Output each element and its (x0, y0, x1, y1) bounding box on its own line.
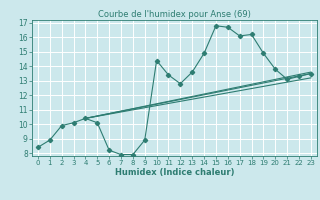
X-axis label: Humidex (Indice chaleur): Humidex (Indice chaleur) (115, 168, 234, 177)
Title: Courbe de l'humidex pour Anse (69): Courbe de l'humidex pour Anse (69) (98, 10, 251, 19)
